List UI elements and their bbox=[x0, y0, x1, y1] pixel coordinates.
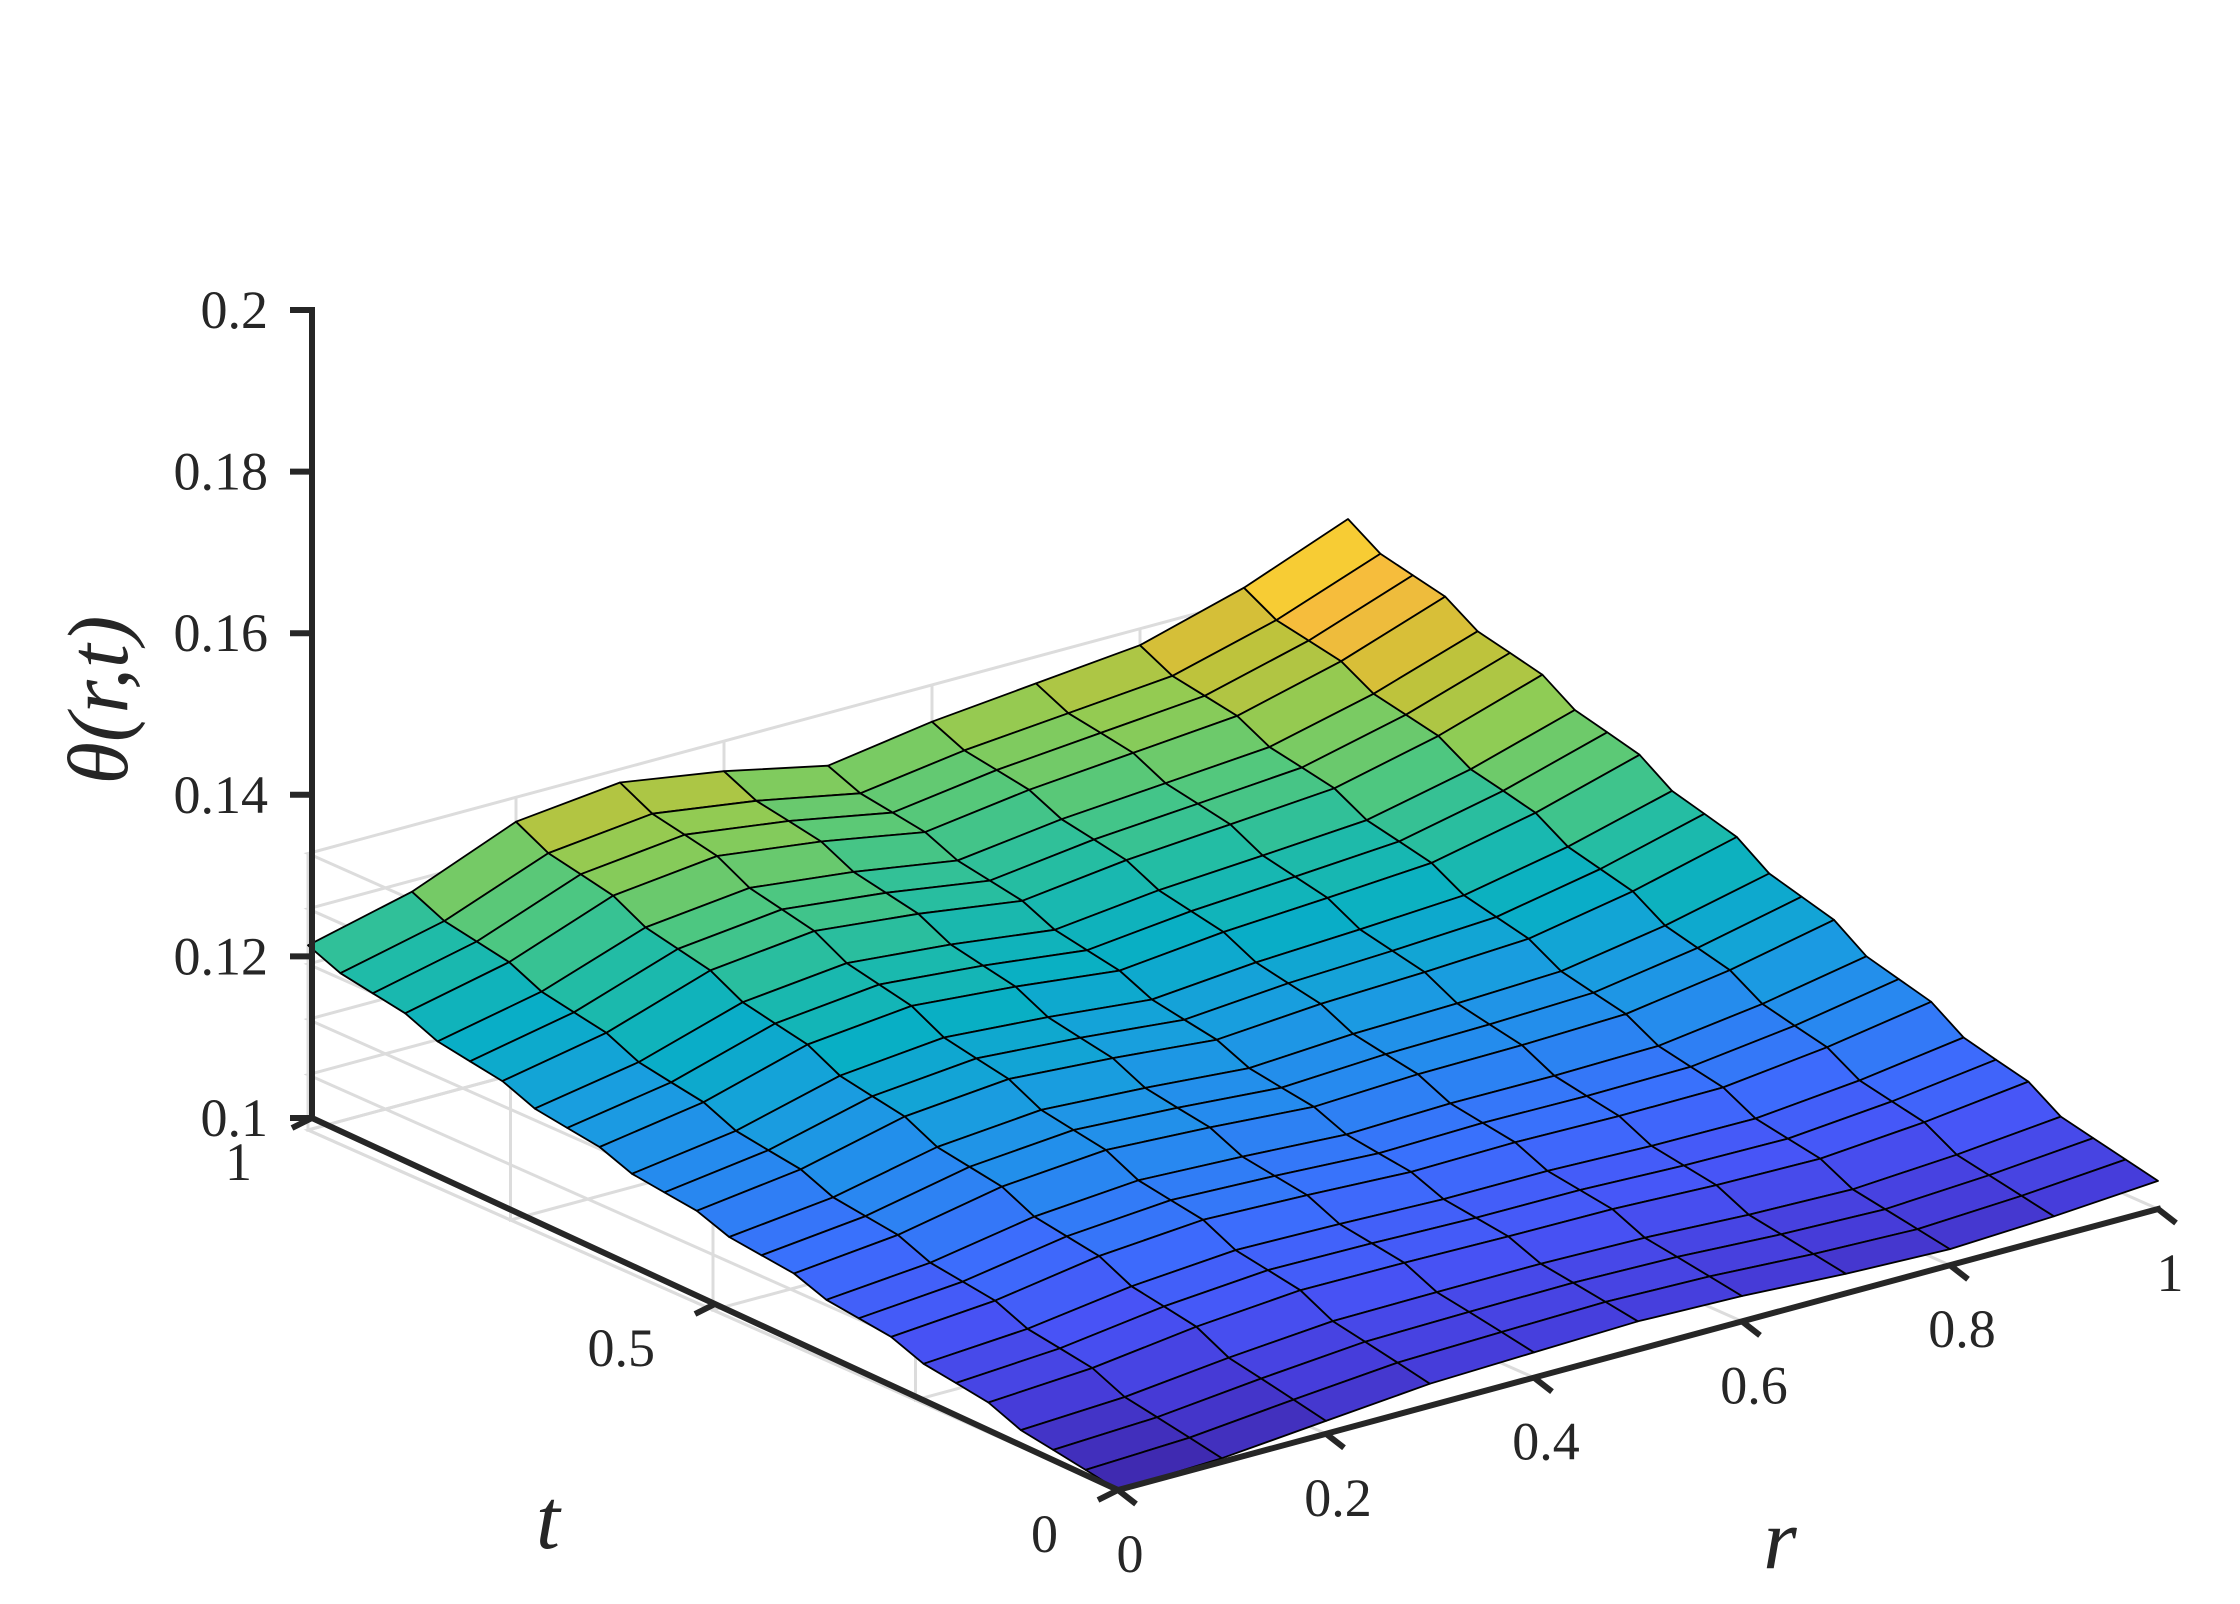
r-tick-label: 0.6 bbox=[1720, 1355, 1788, 1415]
z-tick-label: 0.1 bbox=[201, 1088, 269, 1148]
surface-patch bbox=[2020, 1158, 2159, 1218]
z-tick-label: 0.16 bbox=[174, 603, 269, 663]
r-tick-label: 1 bbox=[2157, 1243, 2184, 1303]
t-tick-mark bbox=[1096, 1487, 1120, 1503]
r-axis-line bbox=[1114, 1205, 2162, 1494]
r-tick-mark bbox=[1324, 1431, 1346, 1451]
t-tick-label: 0 bbox=[1031, 1504, 1058, 1564]
r-tick-label: 0.4 bbox=[1512, 1412, 1580, 1472]
t-tick-label: 0.5 bbox=[588, 1318, 656, 1378]
r-tick-label: 0.2 bbox=[1304, 1468, 1372, 1528]
z-tick-label: 0.12 bbox=[174, 926, 269, 986]
r-tick-mark bbox=[1116, 1487, 1138, 1507]
t-tick-mark bbox=[693, 1301, 717, 1317]
z-tick-label: 0.18 bbox=[174, 442, 269, 502]
r-tick-mark bbox=[1740, 1319, 1762, 1338]
z-tick-label: 0.14 bbox=[174, 765, 269, 825]
r-tick-label: 0.8 bbox=[1928, 1299, 1996, 1359]
r-axis-label: r bbox=[1763, 1491, 1797, 1587]
chart-ticks: 0.1 0.12 0.14 0.16 0.18 0.2 0 0.5 1 0 0.2 0.4 0.6 0.8… bbox=[174, 280, 2184, 1584]
t-tick-mark bbox=[290, 1115, 314, 1131]
r-tick-mark bbox=[1532, 1375, 1554, 1394]
t-tick-label: 1 bbox=[225, 1132, 252, 1192]
t-axis-label: t bbox=[536, 1471, 562, 1567]
r-tick-mark bbox=[2156, 1206, 2178, 1226]
r-tick-mark bbox=[1948, 1262, 1970, 1282]
z-axis-label: θ(r,t) bbox=[50, 616, 146, 785]
z-tick-label: 0.2 bbox=[201, 280, 269, 340]
r-tick-label: 0 bbox=[1117, 1524, 1144, 1584]
surface-plot bbox=[307, 518, 2159, 1491]
